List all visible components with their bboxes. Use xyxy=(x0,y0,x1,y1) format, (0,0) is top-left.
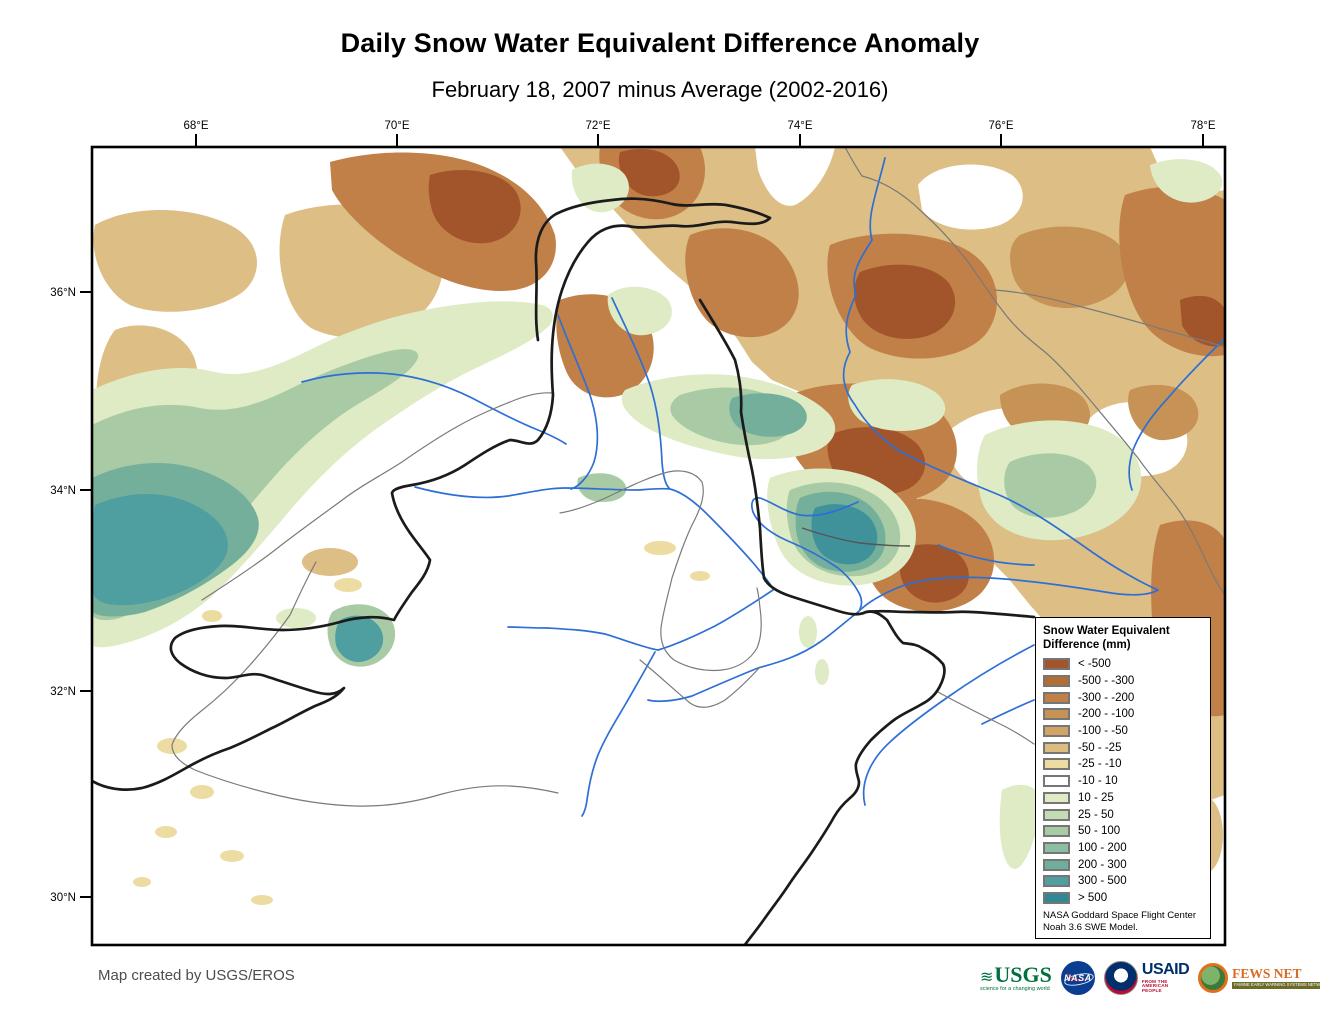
legend-label: 100 - 200 xyxy=(1078,841,1127,854)
latitude-ticks xyxy=(80,291,92,898)
legend-row: -50 - -25 xyxy=(1043,739,1204,756)
legend-label: -100 - -50 xyxy=(1078,725,1128,738)
lon-label: 76°E xyxy=(988,120,1013,132)
legend-label: 25 - 50 xyxy=(1078,808,1114,821)
legend-label: 10 - 25 xyxy=(1078,791,1114,804)
map-credit: Map created by USGS/EROS xyxy=(98,967,295,984)
legend-row: -500 - -300 xyxy=(1043,673,1204,690)
river-kunar xyxy=(611,297,670,489)
legend-row: 100 - 200 xyxy=(1043,840,1204,857)
lat-label: 36°N xyxy=(50,287,76,299)
legend-row: 50 - 100 xyxy=(1043,823,1204,840)
legend-row: > 500 xyxy=(1043,890,1204,907)
legend-swatch xyxy=(1043,658,1070,671)
dark-teal-cores xyxy=(92,494,384,663)
legend-swatch xyxy=(1043,841,1070,854)
legend-swatch xyxy=(1043,741,1070,754)
river-northeast xyxy=(1128,337,1225,491)
legend-label: 200 - 300 xyxy=(1078,858,1127,871)
legend-row: 200 - 300 xyxy=(1043,856,1204,873)
usaid-seal-icon xyxy=(1103,961,1138,995)
legend-row: 10 - 25 xyxy=(1043,790,1204,807)
legend-swatch xyxy=(1043,791,1070,804)
legend-label: < -500 xyxy=(1078,658,1111,671)
line-of-control xyxy=(801,527,911,547)
dark-brown-cores xyxy=(428,148,1225,603)
legend-title: Snow Water Equivalent Difference (mm) xyxy=(1043,625,1170,651)
legend-rows: < -500 -500 - -300 -300 - -200 -200 - -100 -… xyxy=(1043,656,1204,906)
legend-label: -500 - -300 xyxy=(1078,675,1135,688)
border-india-china xyxy=(864,609,1036,619)
page-title: Daily Snow Water Equivalent Difference A… xyxy=(340,28,980,58)
longitude-labels: 68°E 70°E 72°E 74°E 76°E 78°E xyxy=(183,120,1215,132)
border-afghanistan xyxy=(92,197,772,791)
river-southwest xyxy=(507,589,774,651)
legend-label: 300 - 500 xyxy=(1078,875,1127,888)
lat-label: 30°N xyxy=(50,892,76,904)
river-ravi xyxy=(981,699,1035,725)
lon-label: 74°E xyxy=(787,120,812,132)
legend-swatch xyxy=(1043,758,1070,771)
latitude-labels: 36°N 34°N 32°N 30°N xyxy=(50,287,76,904)
legend-swatch xyxy=(1043,691,1070,704)
legend-label: -10 - 10 xyxy=(1078,775,1118,788)
partner-logos: ≋USGS science for a changing world NASA … xyxy=(980,955,1320,1001)
fewsnet-logo: FEWS NET FAMINE EARLY WARNING SYSTEMS NE… xyxy=(1198,963,1320,993)
legend-swatch xyxy=(1043,708,1070,721)
legend-swatch xyxy=(1043,875,1070,888)
country-borders xyxy=(92,197,1036,945)
border-india-pakistan xyxy=(698,298,946,945)
map-frame xyxy=(90,145,1227,947)
nasa-logo: NASA xyxy=(1060,961,1095,995)
lat-label: 32°N xyxy=(50,686,76,698)
legend-row: 25 - 50 xyxy=(1043,806,1204,823)
river-jhelum xyxy=(750,497,863,610)
legend: Snow Water Equivalent Difference (mm) < … xyxy=(1035,617,1211,940)
legend-row: < -500 xyxy=(1043,656,1204,673)
legend-footnote: NASA Goddard Space Flight Center Noah 3.… xyxy=(1043,910,1197,933)
river-kabul xyxy=(414,486,774,590)
legend-swatch xyxy=(1043,825,1070,838)
legend-label: -300 - -200 xyxy=(1078,691,1135,704)
river-swat xyxy=(557,314,599,490)
lat-label: 34°N xyxy=(50,485,76,497)
legend-row: -200 - -100 xyxy=(1043,706,1204,723)
usgs-logo: ≋USGS science for a changing world xyxy=(980,961,1052,992)
river-south xyxy=(581,651,656,817)
legend-swatch xyxy=(1043,891,1070,904)
legend-row: -10 - 10 xyxy=(1043,773,1204,790)
lon-label: 78°E xyxy=(1190,120,1215,132)
usgs-wave-icon: ≋ xyxy=(980,968,994,986)
legend-swatch xyxy=(1043,858,1070,871)
legend-label: > 500 xyxy=(1078,891,1108,904)
usaid-logo: USAID FROM THE AMERICAN PEOPLE xyxy=(1103,961,1190,995)
lon-label: 68°E xyxy=(183,120,208,132)
lon-label: 70°E xyxy=(384,120,409,132)
legend-label: 50 - 100 xyxy=(1078,825,1121,838)
page-subtitle: February 18, 2007 minus Average (2002-20… xyxy=(431,77,889,102)
legend-swatch xyxy=(1043,808,1070,821)
map-area xyxy=(92,147,1225,945)
river-indus xyxy=(647,157,1159,703)
legend-row: 300 - 500 xyxy=(1043,873,1204,890)
legend-swatch xyxy=(1043,775,1070,788)
legend-label: -50 - -25 xyxy=(1078,741,1122,754)
longitude-ticks xyxy=(195,134,1204,147)
river-tributary-east xyxy=(937,544,1035,566)
legend-row: -25 - -10 xyxy=(1043,756,1204,773)
darkest-teal-core xyxy=(811,504,878,565)
legend-row: -300 - -200 xyxy=(1043,689,1204,706)
legend-swatch xyxy=(1043,675,1070,688)
legend-label: -25 - -10 xyxy=(1078,758,1122,771)
river-chenab xyxy=(862,644,1035,806)
fewsnet-globe-icon xyxy=(1198,963,1229,993)
legend-swatch xyxy=(1043,725,1070,738)
legend-row: -100 - -50 xyxy=(1043,723,1204,740)
admin-boundaries xyxy=(171,147,1225,807)
lon-label: 72°E xyxy=(585,120,610,132)
legend-label: -200 - -100 xyxy=(1078,708,1135,721)
